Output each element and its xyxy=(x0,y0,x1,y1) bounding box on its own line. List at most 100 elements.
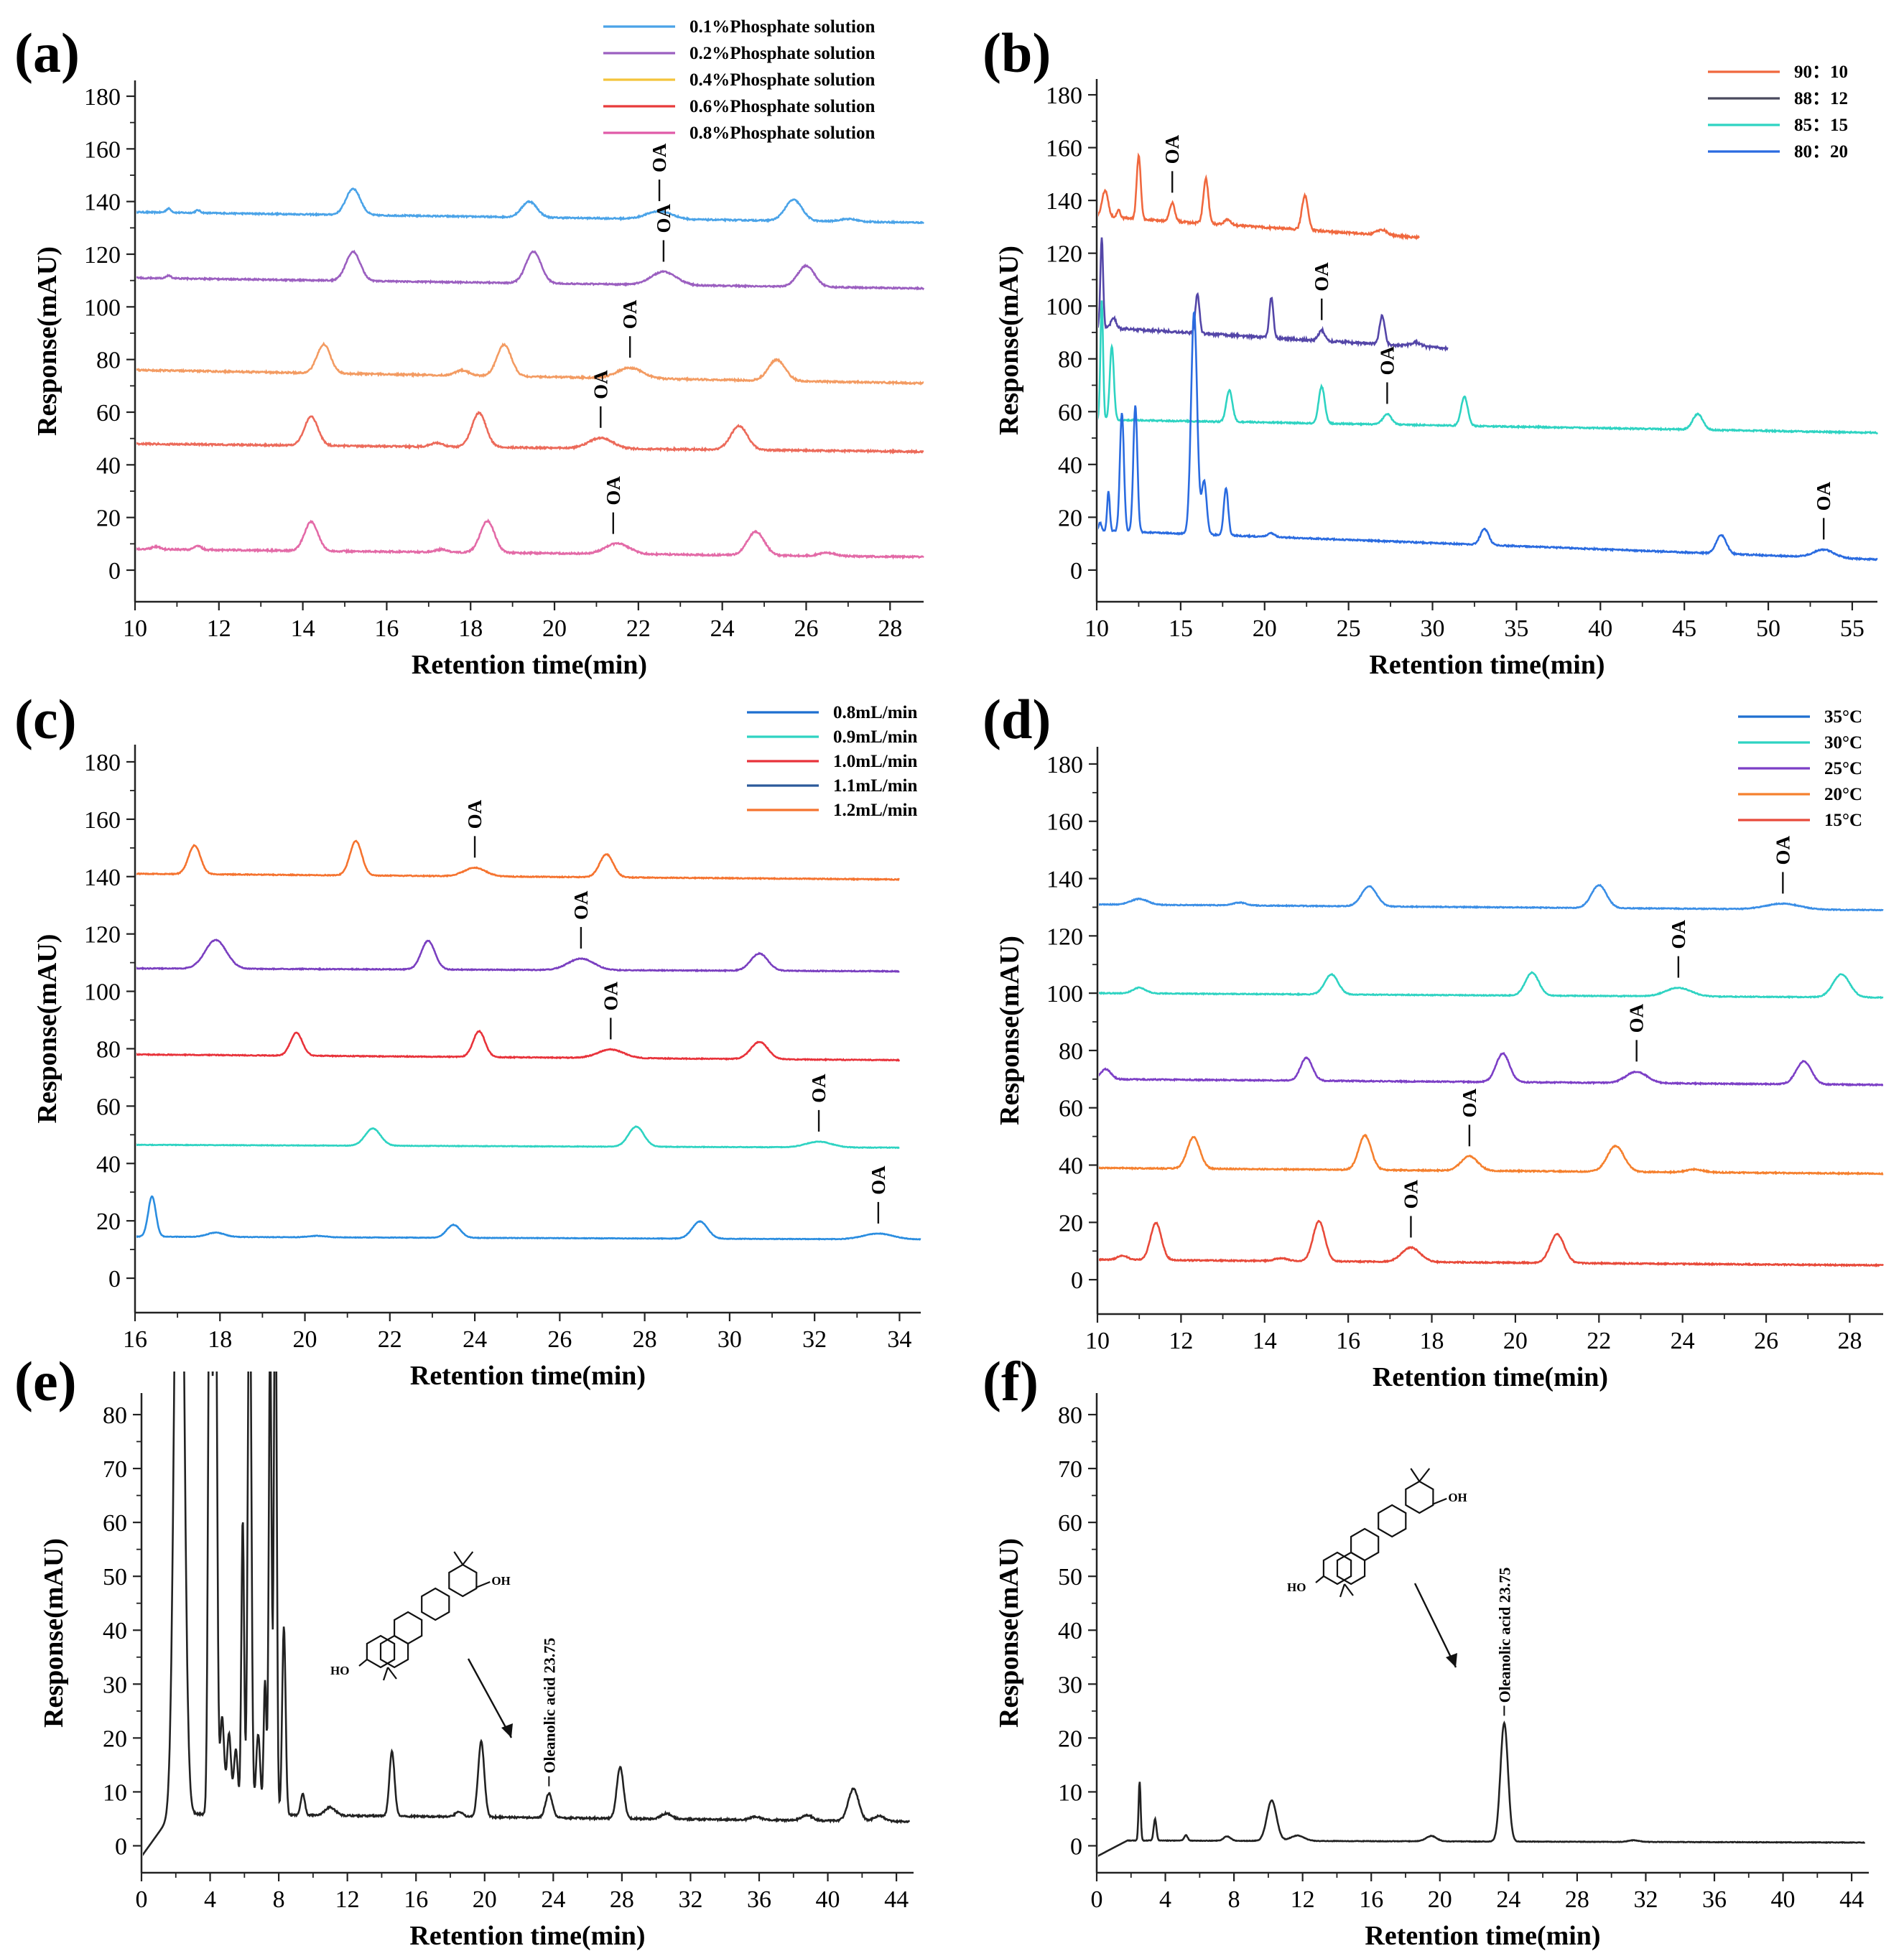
y-tick-label: 60 xyxy=(96,400,121,427)
series-line xyxy=(136,939,900,973)
chart-panel-4: (e) 0 4 8 12 16 20 24 28 32 36 40 44 0 10 20 30 40 50 60 70 8… xyxy=(14,1350,914,1951)
legend-label: 0.8%Phosphate solution xyxy=(689,124,875,143)
series-line xyxy=(1099,971,1884,1000)
legend-label: 1.0mL/min xyxy=(833,752,917,771)
series-line xyxy=(1098,309,1878,562)
ring-0 xyxy=(366,1634,396,1669)
x-tick-label: 28 xyxy=(633,1326,657,1353)
y-axis-label: Response(mAU) xyxy=(32,246,62,436)
x-tick-label: 14 xyxy=(1253,1328,1277,1354)
y-tick-label: 80 xyxy=(96,1036,121,1063)
ho-label: HO xyxy=(330,1664,349,1677)
y-tick-label: 160 xyxy=(84,807,121,834)
y-tick-label: 20 xyxy=(103,1726,127,1752)
ho-bond xyxy=(1315,1575,1324,1583)
oa-marker-label: OA xyxy=(570,890,592,920)
x-tick-label: 40 xyxy=(1771,1886,1796,1913)
chart-panel-3: (d) 10 12 14 16 18 20 22 24 26 28 0 20 40 60 80 100 120 14… xyxy=(983,688,1885,1392)
y-tick-label: 80 xyxy=(1059,1038,1083,1065)
x-tick-label: 12 xyxy=(335,1886,360,1913)
y-tick-label: 180 xyxy=(1046,752,1083,778)
oh-label: OH xyxy=(491,1574,510,1588)
legend-label: 30°C xyxy=(1824,733,1862,753)
y-tick-label: 70 xyxy=(1058,1456,1082,1483)
arrow-head xyxy=(1446,1653,1457,1667)
y-tick-label: 20 xyxy=(96,506,121,532)
y-tick-label: 0 xyxy=(108,558,121,585)
x-tick-label: 40 xyxy=(816,1886,840,1913)
chart-panel-1: (b) 10 15 20 25 30 35 40 45 50 55 0 20 40 60 80 100 120 14… xyxy=(983,22,1879,680)
x-tick-label: 15 xyxy=(1169,615,1193,642)
legend-label: 1.1mL/min xyxy=(833,776,917,796)
x-axis-label: Retention time(min) xyxy=(410,1361,646,1391)
methyl-3 xyxy=(382,1667,389,1681)
y-tick-label: 70 xyxy=(103,1456,127,1483)
x-tick-label: 20 xyxy=(1253,615,1277,642)
y-tick-label: 180 xyxy=(84,750,121,776)
y-tick-label: 0 xyxy=(1070,558,1082,585)
ring-3 xyxy=(448,1563,478,1598)
oa-marker-label: OA xyxy=(653,203,674,233)
ring-0 xyxy=(1322,1551,1352,1586)
x-tick-label: 24 xyxy=(1496,1886,1520,1913)
x-axis-label: Retention time(min) xyxy=(409,1921,645,1951)
series-line xyxy=(1098,300,1879,435)
y-tick-label: 40 xyxy=(1058,452,1082,479)
oa-marker-label: OA xyxy=(649,143,670,172)
x-tick-label: 16 xyxy=(1336,1328,1360,1354)
legend-label: 80：20 xyxy=(1794,142,1848,162)
series-line xyxy=(136,1125,900,1150)
legend-label: 0.4%Phosphate solution xyxy=(689,70,875,90)
x-tick-label: 45 xyxy=(1672,615,1696,642)
ring-2 xyxy=(1378,1504,1407,1538)
methyl-4 xyxy=(387,1667,397,1680)
x-tick-label: 26 xyxy=(1754,1328,1778,1354)
annotation-label: Oleanolic acid 23.75 xyxy=(1495,1568,1513,1703)
y-tick-label: 40 xyxy=(96,452,121,479)
y-tick-label: 60 xyxy=(1058,1510,1082,1537)
x-tick-label: 30 xyxy=(718,1326,742,1353)
y-tick-label: 180 xyxy=(1046,83,1082,109)
oa-marker-label: OA xyxy=(1400,1179,1421,1209)
y-tick-label: 60 xyxy=(103,1510,127,1537)
oa-marker-label: OA xyxy=(464,799,486,829)
x-tick-label: 28 xyxy=(610,1886,634,1913)
y-tick-label: 60 xyxy=(1058,399,1082,426)
x-tick-label: 25 xyxy=(1337,615,1361,642)
series-line xyxy=(1099,1219,1885,1268)
y-tick-label: 80 xyxy=(103,1402,127,1429)
arrow-line xyxy=(467,1658,513,1738)
y-tick-label: 80 xyxy=(1058,347,1082,373)
y-tick-label: 80 xyxy=(1058,1402,1082,1429)
methyl-1 xyxy=(453,1551,464,1565)
x-tick-label: 50 xyxy=(1756,615,1780,642)
methyl-1 xyxy=(1410,1468,1421,1482)
oa-marker-label: OA xyxy=(603,476,624,506)
y-tick-label: 30 xyxy=(1058,1672,1082,1698)
oa-marker-label: OA xyxy=(600,981,621,1010)
ho-bond xyxy=(358,1659,368,1667)
oa-marker-label: OA xyxy=(1668,920,1689,949)
x-tick-label: 22 xyxy=(626,615,651,642)
x-tick-label: 24 xyxy=(710,615,735,642)
x-tick-label: 12 xyxy=(1291,1886,1315,1913)
y-tick-label: 40 xyxy=(103,1618,127,1644)
x-tick-label: 26 xyxy=(547,1326,572,1353)
y-tick-label: 140 xyxy=(1046,188,1082,215)
y-axis-label: Response(mAU) xyxy=(32,934,62,1124)
y-axis-label: Response(mAU) xyxy=(39,1538,69,1728)
y-tick-label: 60 xyxy=(1059,1096,1083,1122)
methyl-4 xyxy=(1344,1583,1354,1596)
x-tick-label: 36 xyxy=(1702,1886,1727,1913)
series-line xyxy=(1099,1133,1884,1176)
y-tick-label: 100 xyxy=(1046,294,1082,320)
oh-label: OH xyxy=(1448,1491,1467,1504)
x-tick-label: 55 xyxy=(1840,615,1864,642)
legend-label: 85：15 xyxy=(1794,116,1848,135)
y-tick-label: 160 xyxy=(84,136,121,163)
ring-4 xyxy=(1336,1551,1366,1586)
y-tick-label: 0 xyxy=(1070,1833,1082,1860)
oleanolic-acid-structure: HO OH xyxy=(1287,1468,1467,1598)
y-tick-label: 40 xyxy=(1059,1153,1083,1180)
